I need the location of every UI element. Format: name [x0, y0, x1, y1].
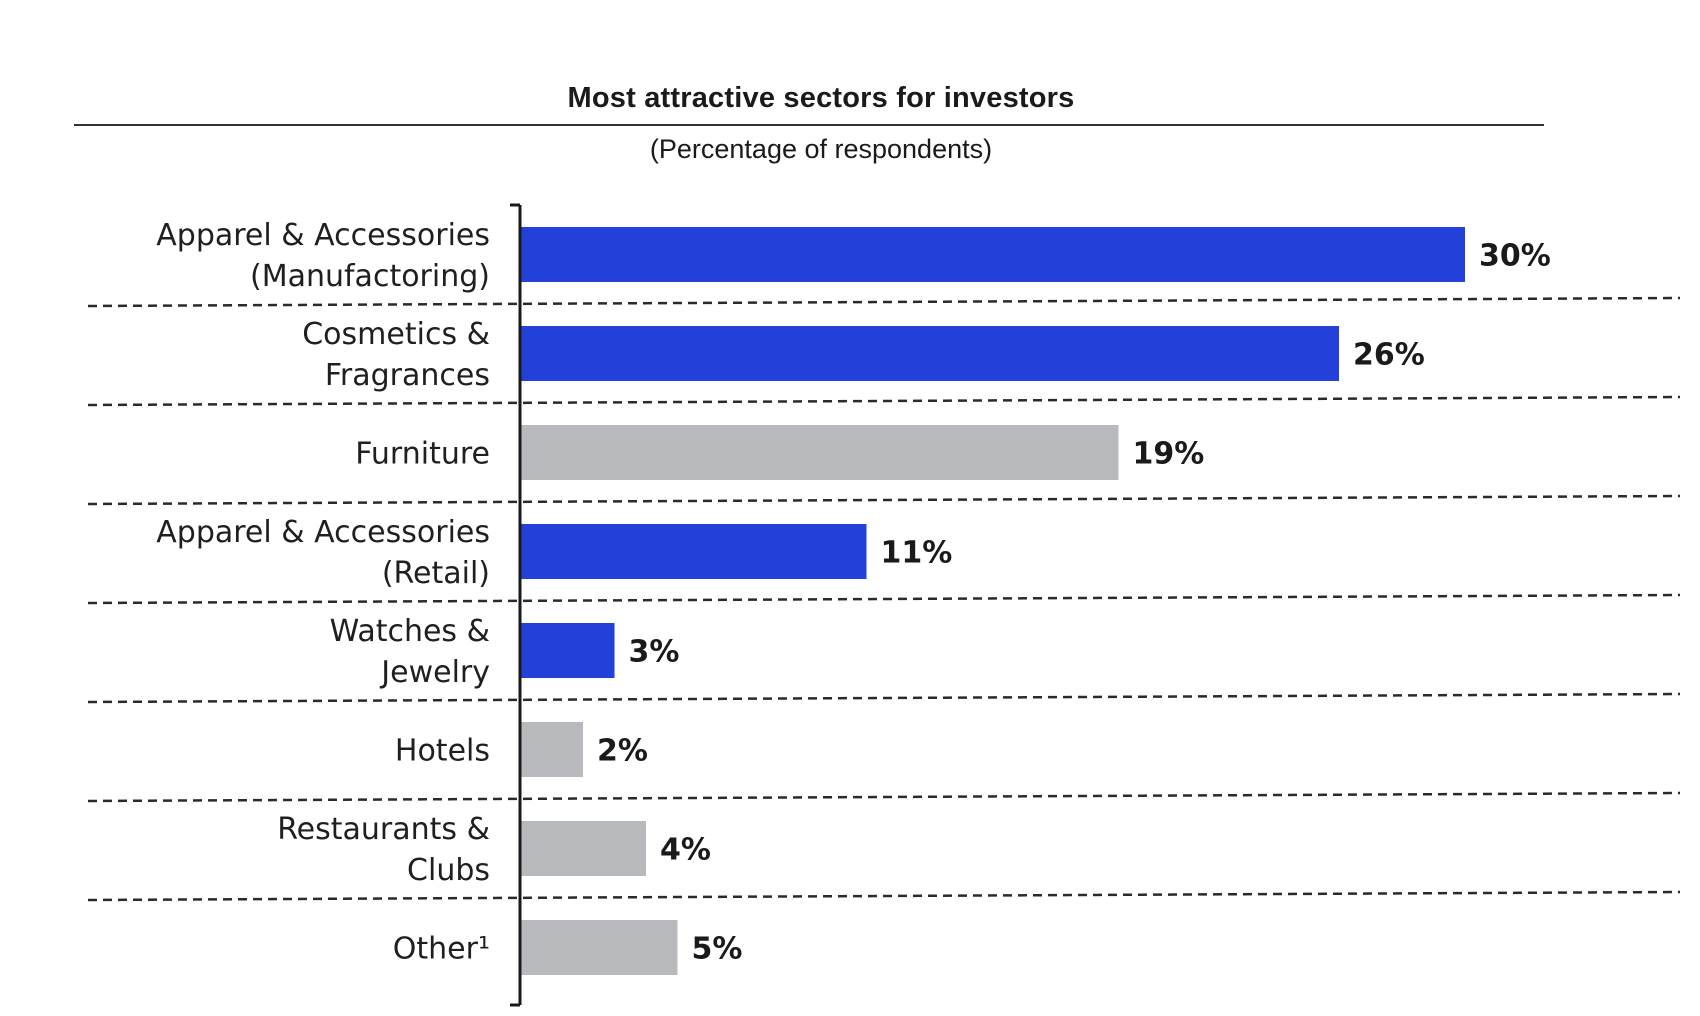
category-label: Other¹ [393, 932, 490, 967]
row-separator [87, 593, 1681, 605]
category-label: Apparel & Accessories [156, 515, 490, 550]
row-separator [87, 890, 1681, 902]
bar [520, 821, 646, 876]
chart-title: Most attractive sectors for investors [567, 82, 1075, 114]
value-label: 26% [1353, 338, 1425, 373]
category-label: Furniture [355, 437, 490, 472]
row-separator [87, 296, 1681, 308]
category-label: Cosmetics & [302, 317, 490, 352]
bar [520, 227, 1465, 282]
bar [520, 326, 1339, 381]
value-label: 4% [660, 833, 711, 868]
category-label: Apparel & Accessories [156, 218, 490, 253]
category-label: (Retail) [382, 556, 490, 591]
category-label: Jewelry [379, 655, 490, 690]
category-label: (Manufactoring) [250, 259, 490, 294]
bar [520, 524, 867, 579]
category-label: Hotels [395, 734, 490, 769]
value-label: 19% [1133, 437, 1205, 472]
value-label: 3% [629, 635, 680, 670]
category-label: Fragrances [325, 358, 490, 393]
bar [520, 722, 583, 777]
row-separator [87, 791, 1681, 803]
category-label: Restaurants & [277, 812, 490, 847]
bar [520, 920, 678, 975]
bar [520, 425, 1119, 480]
value-label: 30% [1479, 239, 1551, 274]
value-label: 5% [692, 932, 743, 967]
chart-subtitle: (Percentage of respondents) [649, 134, 993, 164]
category-label: Clubs [407, 853, 490, 888]
row-separator [87, 395, 1681, 407]
row-separator [87, 494, 1681, 506]
value-label: 2% [597, 734, 648, 769]
bar [520, 623, 615, 678]
row-separator [87, 692, 1681, 704]
title-rule [74, 124, 1544, 126]
category-label: Watches & [330, 614, 490, 649]
value-label: 11% [881, 536, 953, 571]
